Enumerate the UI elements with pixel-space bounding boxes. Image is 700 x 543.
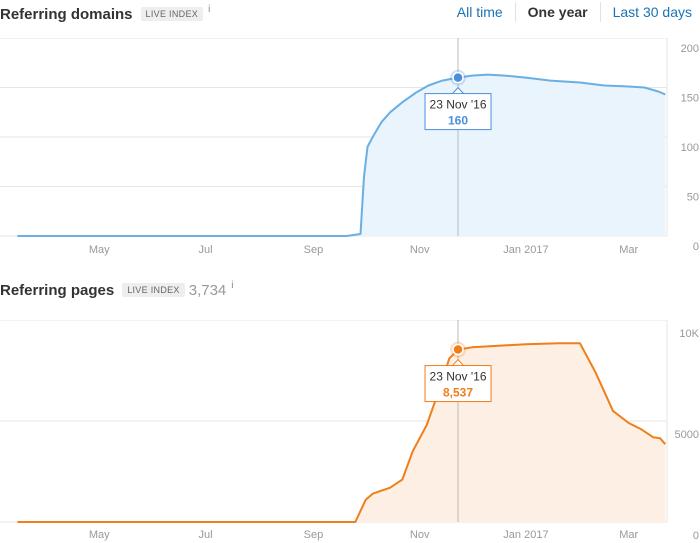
- x-tick-label: Nov: [410, 529, 430, 541]
- hover-point: [452, 71, 464, 84]
- tooltip-value: 160: [448, 114, 468, 128]
- tab-all-time[interactable]: All time: [456, 4, 503, 20]
- series-area: [17, 343, 666, 522]
- y-tick-label: 200: [681, 43, 699, 55]
- series-area: [17, 74, 666, 236]
- y-tick-label: 10K: [679, 328, 699, 340]
- tab-one-year[interactable]: One year: [514, 2, 601, 22]
- x-tick-label: Jul: [198, 244, 212, 256]
- x-tick-label: Jul: [198, 529, 212, 541]
- tooltip: 23 Nov '16 8,537: [424, 358, 492, 403]
- pages-count: 3,734: [188, 281, 227, 299]
- pages-info-icon[interactable]: i: [231, 279, 234, 291]
- x-tick-label: Sep: [304, 244, 324, 256]
- x-tick-label: May: [89, 244, 110, 256]
- domains-live-index-badge: LIVE INDEX: [140, 7, 204, 21]
- tab-last-30-days[interactable]: Last 30 days: [612, 4, 692, 20]
- tooltip-value: 8,537: [443, 386, 473, 400]
- y-tick-label: 5000: [675, 429, 699, 441]
- domains-panel-header: Referring domains LIVE INDEX i: [0, 2, 210, 26]
- tooltip-pointer-mask: [453, 366, 464, 369]
- tooltip-pointer: [451, 86, 465, 95]
- domains-title: Referring domains: [0, 5, 133, 23]
- x-tick-label: Sep: [304, 529, 324, 541]
- y-tick-label: 0: [693, 530, 699, 542]
- tooltip-pointer-mask: [453, 94, 464, 97]
- y-tick-label: 150: [681, 93, 699, 105]
- x-tick-label: Mar: [619, 244, 638, 256]
- domains-chart: 200 150 100 50 0 May Jul Sep Nov Jan 2017 Mar 23 No…: [0, 38, 699, 256]
- series-line: [17, 73, 666, 237]
- tooltip-box: [424, 93, 492, 131]
- x-tick-label: Nov: [410, 244, 430, 256]
- x-tick-label: May: [89, 529, 110, 541]
- pages-chart: 10K 5000 0 May Jul Sep Nov Jan 2017 Mar 23 Nov '1…: [0, 320, 700, 542]
- pages-panel-header: Referring pages LIVE INDEX 3,734 i: [0, 278, 234, 302]
- x-tick-label: Jan 2017: [503, 244, 548, 256]
- y-tick-label: 50: [687, 192, 699, 204]
- domains-info-icon[interactable]: i: [208, 3, 211, 15]
- hover-point: [452, 343, 464, 356]
- x-tick-label: Mar: [619, 529, 638, 541]
- tooltip-date: 23 Nov '16: [430, 370, 487, 384]
- y-tick-label: 0: [693, 241, 699, 253]
- y-tick-label: 100: [681, 142, 699, 154]
- tooltip: 23 Nov '16 160: [424, 86, 492, 131]
- tooltip-date: 23 Nov '16: [430, 98, 487, 112]
- pages-title: Referring pages: [0, 281, 115, 299]
- range-tabs: All time One year Last 30 days: [457, 2, 700, 22]
- tooltip-box: [424, 365, 492, 403]
- pages-live-index-badge: LIVE INDEX: [122, 283, 185, 297]
- x-tick-label: Jan 2017: [503, 529, 548, 541]
- tooltip-pointer: [451, 358, 465, 367]
